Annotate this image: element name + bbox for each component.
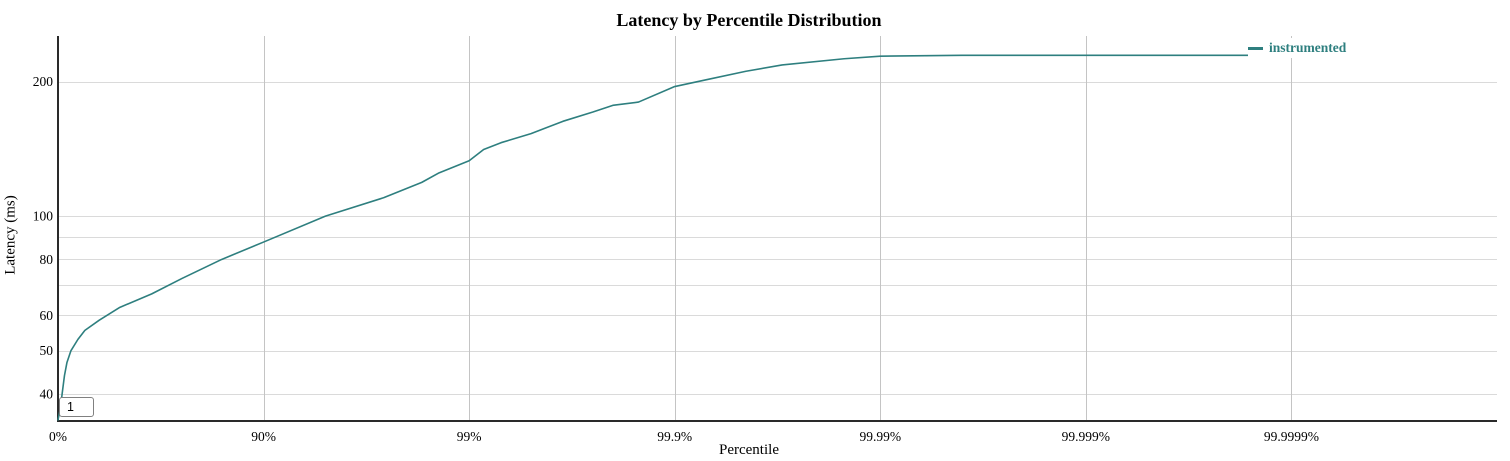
y-axis-title: Latency (ms)	[2, 195, 19, 275]
x-tick-label-99.9999%: 99.9999%	[1264, 429, 1319, 444]
y-tick-label-200: 200	[33, 74, 54, 89]
y-tick-label-100: 100	[33, 209, 54, 224]
y-tick-label-50: 50	[40, 343, 54, 358]
y-tick-label-40: 40	[40, 386, 54, 401]
x-tick-label-99.9%: 99.9%	[657, 429, 692, 444]
legend-label: instrumented	[1269, 40, 1347, 55]
x-tick-label-99.99%: 99.99%	[859, 429, 901, 444]
x-tick-label-0%: 0%	[49, 429, 67, 444]
chart-title: Latency by Percentile Distribution	[616, 10, 882, 30]
x-tick-label-99.999%: 99.999%	[1062, 429, 1110, 444]
series-line-instrumented	[57, 54, 1488, 421]
x-tick-label-99%: 99%	[457, 429, 482, 444]
x-tick-label-90%: 90%	[251, 429, 276, 444]
legend-line-swatch-icon	[1248, 46, 1263, 50]
y-tick-label-80: 80	[40, 252, 54, 267]
legend-item-instrumented[interactable]: instrumented	[1248, 38, 1492, 58]
origin-value-marker-box[interactable]: 1	[59, 397, 94, 417]
y-tick-label-60: 60	[40, 308, 54, 323]
x-axis-title: Percentile	[719, 442, 779, 458]
